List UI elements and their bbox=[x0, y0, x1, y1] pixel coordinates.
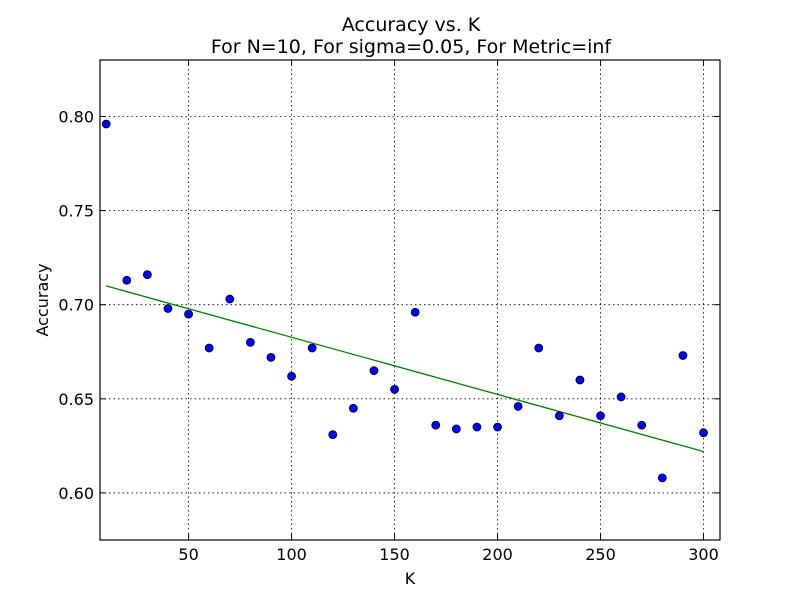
y-tick-label: 0.65 bbox=[58, 390, 94, 409]
data-point bbox=[657, 473, 667, 483]
data-point bbox=[616, 392, 626, 402]
data-point bbox=[307, 343, 317, 353]
data-point bbox=[163, 304, 173, 313]
data-point bbox=[142, 270, 152, 279]
data-points bbox=[101, 119, 708, 483]
y-axis-label: Accuracy bbox=[33, 263, 52, 336]
grid-lines bbox=[100, 60, 720, 540]
data-point bbox=[678, 351, 688, 360]
y-tick-label: 0.75 bbox=[58, 202, 94, 221]
x-tick-label: 300 bbox=[688, 545, 719, 564]
chart-subtitle: For N=10, For sigma=0.05, For Metric=inf bbox=[211, 36, 613, 58]
data-point bbox=[554, 411, 564, 421]
trend-line-group bbox=[106, 285, 704, 453]
data-point bbox=[369, 366, 379, 375]
y-tick-label: 0.70 bbox=[58, 296, 94, 315]
data-point bbox=[328, 430, 338, 439]
chart-title: Accuracy vs. K bbox=[342, 14, 481, 36]
data-point bbox=[513, 401, 523, 411]
trend-line bbox=[106, 285, 704, 453]
data-point bbox=[410, 307, 420, 317]
data-point bbox=[348, 403, 358, 413]
data-point bbox=[245, 337, 255, 347]
data-point bbox=[101, 119, 111, 129]
data-point bbox=[266, 353, 276, 362]
x-tick-label: 50 bbox=[178, 545, 198, 564]
data-point bbox=[287, 371, 296, 381]
data-point bbox=[534, 343, 544, 353]
x-tick-label: 250 bbox=[585, 545, 616, 564]
x-tick-label: 200 bbox=[482, 545, 513, 564]
y-tick-label: 0.80 bbox=[58, 107, 94, 126]
data-point bbox=[184, 309, 193, 319]
data-point bbox=[472, 422, 482, 432]
x-tick-label: 150 bbox=[379, 545, 410, 564]
data-point bbox=[225, 294, 235, 304]
axis-ticks: 50 100 150 200 250 300 0.60 0.65 0.70 0.75 0.80 bbox=[58, 60, 720, 564]
data-point bbox=[699, 428, 708, 438]
data-point bbox=[596, 411, 605, 421]
data-point bbox=[122, 275, 132, 285]
data-point bbox=[575, 375, 585, 385]
data-point bbox=[431, 420, 441, 430]
y-tick-label: 0.60 bbox=[58, 484, 94, 503]
x-axis-label: K bbox=[405, 569, 416, 588]
plot-frame bbox=[99, 59, 721, 541]
data-point bbox=[493, 422, 502, 432]
data-point bbox=[637, 420, 647, 430]
data-point bbox=[390, 385, 399, 394]
data-point bbox=[451, 424, 461, 434]
data-point bbox=[204, 343, 214, 353]
x-tick-label: 100 bbox=[276, 545, 307, 564]
